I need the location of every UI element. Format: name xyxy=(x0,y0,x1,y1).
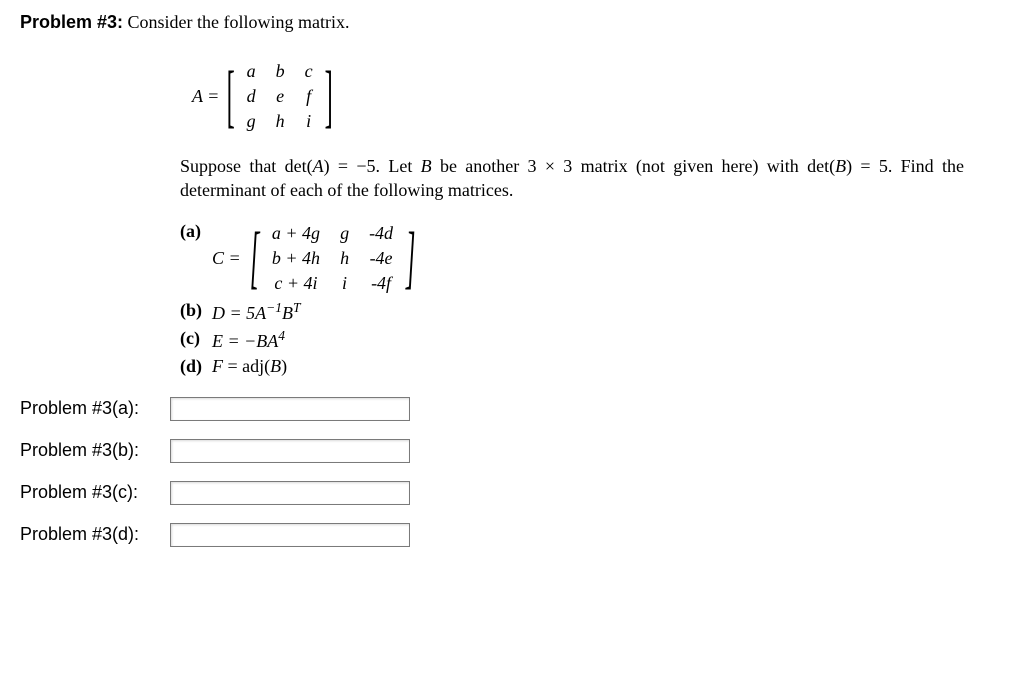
matrix-A-lhs: A = xyxy=(192,86,219,107)
matrix-cell: e xyxy=(266,84,295,109)
left-bracket-icon: [ xyxy=(250,223,260,293)
answer-label-b: Problem #3(b): xyxy=(20,440,170,461)
matrix-cell: -4e xyxy=(359,246,403,271)
answer-row-a: Problem #3(a): xyxy=(20,397,1004,421)
part-d: (d) F = adj(B) xyxy=(180,356,964,377)
part-a: (a) C = [ a + 4g g -4d b + 4h h xyxy=(180,221,964,296)
part-b-text: D = 5A xyxy=(212,303,266,323)
part-d-content: F = adj(B) xyxy=(212,356,287,377)
right-bracket-icon: ] xyxy=(406,223,416,293)
matrix-cell: h xyxy=(330,246,359,271)
part-c-text: E = −BA xyxy=(212,331,278,351)
matrix-C-lhs: C = xyxy=(212,248,241,269)
part-a-label: (a) xyxy=(180,221,212,242)
answer-row-c: Problem #3(c): xyxy=(20,481,1004,505)
matrix-cell: c xyxy=(295,59,323,84)
matrix-cell: b + 4h xyxy=(262,246,330,271)
matrix-cell: g xyxy=(330,221,359,246)
matrix-cell: g xyxy=(237,109,266,134)
matrix-C-table: a + 4g g -4d b + 4h h -4e c + 4i i - xyxy=(262,221,403,296)
superscript: T xyxy=(293,300,301,315)
part-c-label: (c) xyxy=(180,328,212,349)
matrix-cell: a xyxy=(237,59,266,84)
part-b-content: D = 5A−1BT xyxy=(212,300,301,324)
superscript: 4 xyxy=(278,328,285,343)
answer-input-c[interactable] xyxy=(170,481,410,505)
matrix-cell: b xyxy=(266,59,295,84)
answer-row-d: Problem #3(d): xyxy=(20,523,1004,547)
answer-label-c: Problem #3(c): xyxy=(20,482,170,503)
matrix-cell: i xyxy=(295,109,323,134)
problem-body: A = [ a b c d e f g h i ] Suppose that d… xyxy=(180,47,964,377)
superscript: −1 xyxy=(266,300,282,315)
left-bracket-icon: [ xyxy=(227,62,235,132)
part-d-label: (d) xyxy=(180,356,212,377)
matrix-cell: h xyxy=(266,109,295,134)
part-c: (c) E = −BA4 xyxy=(180,328,964,352)
matrix-cell: c + 4i xyxy=(262,271,330,296)
matrix-A: A = [ a b c d e f g h i ] xyxy=(192,59,334,134)
problem-label: Problem #3: xyxy=(20,12,123,32)
matrix-cell: i xyxy=(330,271,359,296)
part-a-content: C = [ a + 4g g -4d b + 4h h -4e xyxy=(212,221,418,296)
answer-input-b[interactable] xyxy=(170,439,410,463)
answer-label-d: Problem #3(d): xyxy=(20,524,170,545)
matrix-cell: f xyxy=(295,84,323,109)
right-bracket-icon: ] xyxy=(324,62,332,132)
answer-row-b: Problem #3(b): xyxy=(20,439,1004,463)
problem-lead: Consider the following matrix. xyxy=(128,12,350,32)
answer-input-d[interactable] xyxy=(170,523,410,547)
problem-paragraph: Suppose that det(A) = −5. Let B be anoth… xyxy=(180,154,964,203)
matrix-cell: -4f xyxy=(359,271,403,296)
answer-block: Problem #3(a): Problem #3(b): Problem #3… xyxy=(20,397,1004,547)
matrix-A-table: a b c d e f g h i xyxy=(237,59,323,134)
part-b-label: (b) xyxy=(180,300,212,321)
answer-label-a: Problem #3(a): xyxy=(20,398,170,419)
matrix-cell: a + 4g xyxy=(262,221,330,246)
part-c-content: E = −BA4 xyxy=(212,328,285,352)
part-b-text: B xyxy=(282,303,293,323)
part-b: (b) D = 5A−1BT xyxy=(180,300,964,324)
matrix-cell: d xyxy=(237,84,266,109)
matrix-cell: -4d xyxy=(359,221,403,246)
problem-heading: Problem #3: Consider the following matri… xyxy=(20,12,1004,33)
parts-list: (a) C = [ a + 4g g -4d b + 4h h xyxy=(180,221,964,377)
answer-input-a[interactable] xyxy=(170,397,410,421)
